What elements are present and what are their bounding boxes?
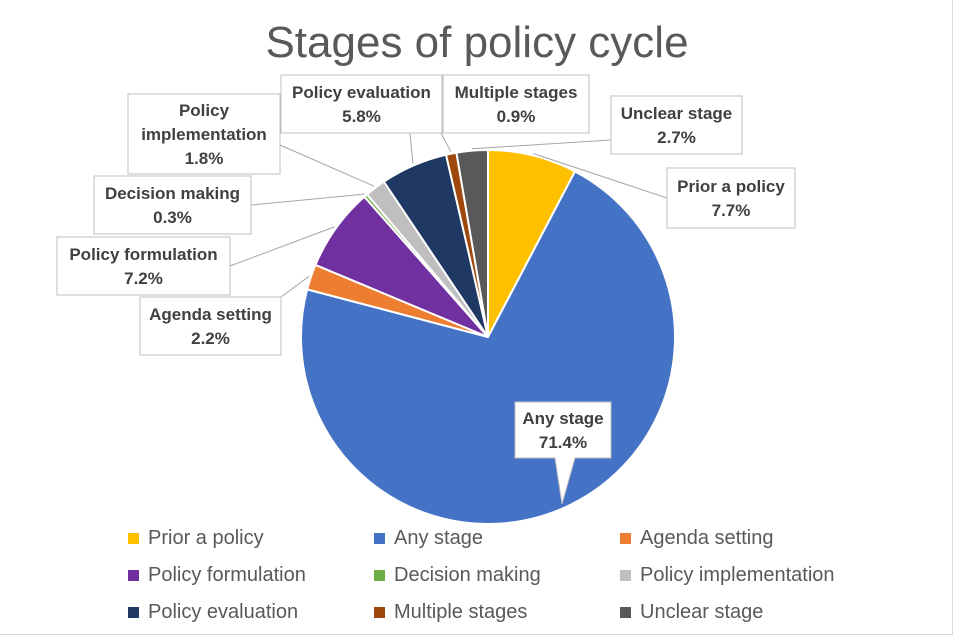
callout-decision-making: Decision making 0.3% [93, 175, 252, 235]
data-label-category: implementation [141, 125, 267, 144]
legend-label: Policy evaluation [148, 601, 299, 623]
leader-lines [229, 132, 668, 298]
leader-line-prior-a-policy [533, 153, 668, 199]
legend-item-unclear-stage: Unclear stage [620, 600, 928, 625]
legend-swatch [128, 533, 139, 544]
data-label-category: Decision making [105, 184, 240, 203]
callout-any-stage: Any stage 71.4% [514, 401, 612, 505]
data-label-category: Policy [179, 101, 230, 120]
data-label-value: 5.8% [342, 107, 381, 126]
legend-label: Prior a policy [148, 527, 264, 549]
data-label-value: 0.3% [153, 208, 192, 227]
legend-item-policy-implementation: Policy implementation [620, 563, 928, 588]
data-label-value: 1.8% [185, 149, 224, 168]
legend-swatch [374, 533, 385, 544]
legend-label: Any stage [394, 527, 483, 549]
legend-swatch [128, 607, 139, 618]
data-labels: Prior a policy 7.7% Any stage 71.4% Agenda s… [56, 74, 796, 505]
legend-item-decision-making: Decision making [374, 563, 620, 588]
leader-line-unclear-stage [471, 139, 612, 150]
legend-swatch [374, 570, 385, 581]
data-label-category: Agenda setting [149, 305, 272, 324]
leader-line-policy-evaluation [409, 132, 414, 164]
legend-swatch [374, 607, 385, 618]
data-label-category: Policy formulation [69, 245, 217, 264]
legend: Prior a policy Any stage Agenda setting Pol… [128, 526, 928, 625]
legend-item-policy-formulation: Policy formulation [128, 563, 374, 588]
legend-label: Decision making [394, 564, 541, 586]
legend-label: Multiple stages [394, 601, 528, 623]
leader-line-agenda-setting [280, 275, 310, 298]
legend-swatch [620, 533, 631, 544]
legend-label: Policy implementation [640, 564, 835, 586]
legend-swatch [128, 570, 139, 581]
leader-line-policy-implementation [279, 144, 375, 187]
legend-label: Unclear stage [640, 601, 764, 623]
data-label-value: 71.4% [539, 433, 587, 452]
legend-item-agenda-setting: Agenda setting [620, 526, 928, 551]
legend-item-multiple-stages: Multiple stages [374, 600, 620, 625]
legend-label: Agenda setting [640, 527, 774, 549]
data-label-category: Any stage [522, 409, 603, 428]
callout-policy-implementation: Policy implementation 1.8% [127, 93, 281, 175]
data-label-value: 7.7% [712, 201, 751, 220]
slice-unclear-stage [455, 148, 489, 338]
legend-swatch [620, 607, 631, 618]
legend-label: Policy formulation [148, 564, 306, 586]
legend-item-any-stage: Any stage [374, 526, 620, 551]
leader-line-multiple-stages [440, 132, 452, 152]
callout-multiple-stages: Multiple stages 0.9% [442, 74, 590, 134]
callout-unclear-stage: Unclear stage 2.7% [610, 95, 743, 155]
chart-title: Stages of policy cycle [265, 18, 689, 67]
leader-line-policy-formulation [229, 226, 335, 267]
callout-policy-formulation: Policy formulation 7.2% [56, 236, 231, 296]
legend-item-prior-a-policy: Prior a policy [128, 526, 374, 551]
data-label-value: 2.2% [191, 329, 230, 348]
data-label-value: 2.7% [657, 128, 696, 147]
pie-slices [300, 148, 676, 525]
data-label-category: Prior a policy [677, 177, 785, 196]
leader-line-decision-making [250, 193, 365, 206]
data-label-category: Multiple stages [455, 83, 578, 102]
callout-prior-a-policy: Prior a policy 7.7% [666, 167, 796, 229]
legend-item-policy-evaluation: Policy evaluation [128, 600, 374, 625]
legend-swatch [620, 570, 631, 581]
data-label-category: Policy evaluation [292, 83, 431, 102]
callout-agenda-setting: Agenda setting 2.2% [139, 296, 282, 356]
data-label-value: 0.9% [497, 107, 536, 126]
data-label-value: 7.2% [124, 269, 163, 288]
data-label-category: Unclear stage [621, 104, 733, 123]
callout-policy-evaluation: Policy evaluation 5.8% [280, 74, 443, 134]
